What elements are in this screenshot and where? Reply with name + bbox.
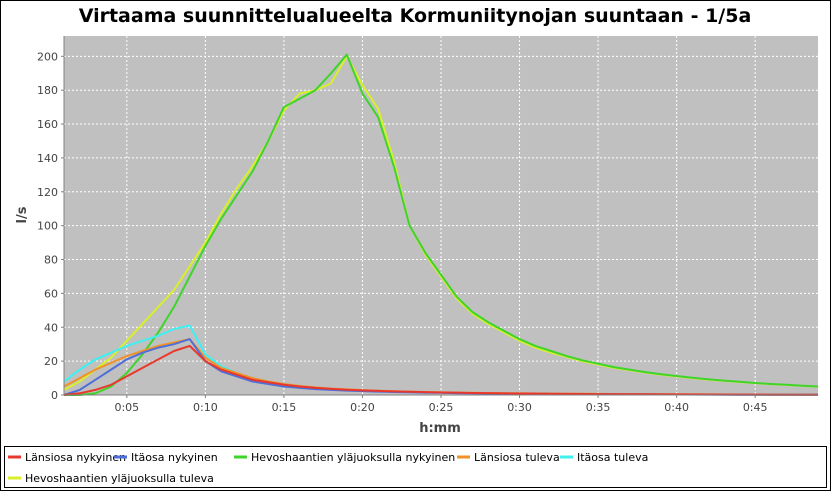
y-tick-label: 120	[37, 186, 58, 199]
y-tick-label: 160	[37, 118, 58, 131]
y-tick-label: 60	[44, 287, 58, 300]
x-axis-label: h:mm	[419, 421, 461, 436]
axes: 0 20 40 60 80 100 120 140 160 180 200 0:05 0:10 0:15 0…	[37, 36, 818, 414]
x-tick-label: 0:35	[586, 401, 611, 414]
x-tick-label: 0:25	[429, 401, 454, 414]
legend-box	[4, 446, 827, 488]
legend-label: Itäosa tuleva	[577, 451, 648, 464]
x-tick-label: 0:45	[743, 401, 768, 414]
x-tick-label: 0:30	[507, 401, 532, 414]
y-tick-label: 200	[37, 50, 58, 63]
y-axis-label: l/s	[15, 206, 30, 223]
legend-label: Hevoshaantien yläjuoksulla tuleva	[25, 472, 214, 485]
series-line-3	[64, 53, 819, 396]
chart-title: Virtaama suunnittelualueelta Kormuniityn…	[79, 5, 752, 27]
x-tick-label: 0:10	[193, 401, 218, 414]
y-tick-label: 140	[37, 152, 58, 165]
y-tick-label: 40	[44, 321, 58, 334]
x-tick-label: 0:15	[272, 401, 297, 414]
x-tick-label: 0:20	[350, 401, 375, 414]
series-line-1	[63, 344, 818, 396]
series-lines	[63, 53, 819, 396]
y-tick-label: 0	[51, 389, 58, 402]
y-tick-label: 100	[37, 220, 58, 233]
y-tick-label: 20	[44, 355, 58, 368]
plot-area	[64, 36, 818, 395]
x-tick-label: 0:05	[114, 401, 139, 414]
gridlines	[64, 36, 818, 396]
legend-label: Itäosa nykyinen	[131, 451, 218, 464]
y-tick-label: 180	[37, 84, 58, 97]
legend: Länsiosa nykyinen Itäosa nykyinen Hevoshaa…	[8, 451, 648, 485]
x-tick-label: 0:40	[664, 401, 689, 414]
legend-label: Hevoshaantien yläjuoksulla nykyinen	[251, 451, 455, 464]
y-tick-label: 80	[44, 254, 58, 267]
legend-label: Länsiosa nykyinen	[25, 451, 126, 464]
legend-label: Länsiosa tuleva	[474, 451, 560, 464]
